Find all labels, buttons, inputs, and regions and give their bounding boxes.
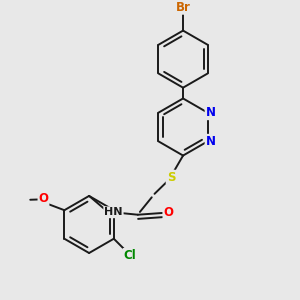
Text: N: N	[206, 106, 216, 119]
Text: Br: Br	[176, 1, 190, 14]
Text: N: N	[206, 135, 216, 148]
Text: O: O	[164, 206, 173, 220]
Text: O: O	[38, 192, 49, 205]
Text: HN: HN	[104, 207, 123, 217]
Text: Cl: Cl	[123, 249, 136, 262]
Text: S: S	[167, 171, 175, 184]
